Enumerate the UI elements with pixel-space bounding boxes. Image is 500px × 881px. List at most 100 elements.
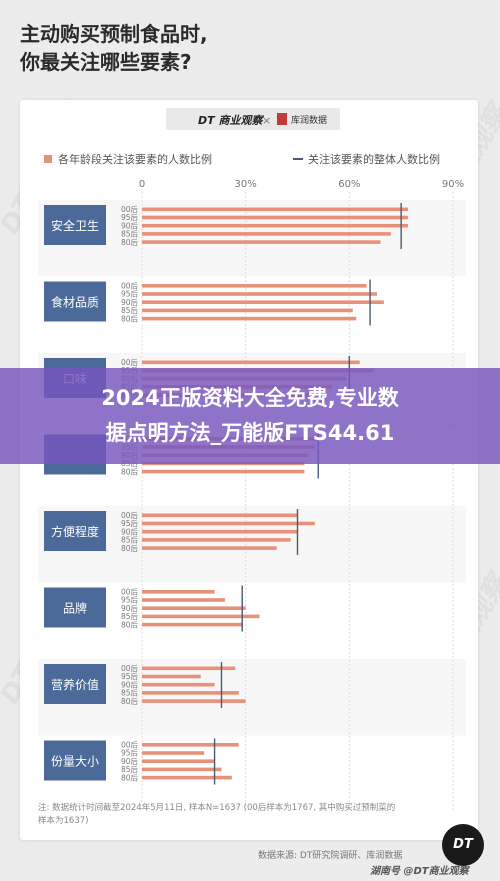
bar <box>142 614 260 619</box>
bar <box>142 622 243 627</box>
age-label: 00后 <box>121 204 139 214</box>
footer-mark: 湖南号 @DT商业观察 <box>370 866 469 877</box>
age-label: 00后 <box>121 587 139 597</box>
bar <box>142 743 239 747</box>
bar <box>142 240 381 244</box>
x-tick-label: 60% <box>338 179 360 190</box>
bar <box>142 590 215 594</box>
bar <box>142 699 246 703</box>
age-label: 85后 <box>121 611 139 621</box>
bar <box>142 292 377 296</box>
age-label: 95后 <box>121 671 139 681</box>
age-label: 85后 <box>121 764 139 774</box>
bar <box>142 682 215 687</box>
age-label: 85后 <box>121 305 139 315</box>
x-tick-label: 90% <box>442 179 464 190</box>
group-band <box>38 506 466 583</box>
bar <box>142 775 232 780</box>
bar <box>142 691 239 695</box>
x-tick-label: 30% <box>235 179 257 190</box>
bar <box>142 284 367 288</box>
bar <box>142 207 409 212</box>
category-label: 方便程度 <box>51 524 99 539</box>
age-label: 95后 <box>121 212 139 222</box>
x-tick-label: 0 <box>139 179 145 190</box>
legend-bar-label: 各年龄段关注该要素的人数比例 <box>58 152 212 166</box>
age-label: 90后 <box>121 297 139 307</box>
bar <box>142 666 236 671</box>
age-label: 95后 <box>121 518 139 528</box>
age-label: 90后 <box>121 220 139 230</box>
bar <box>142 469 305 474</box>
age-label: 80后 <box>121 543 139 553</box>
bar <box>142 674 201 679</box>
note-line-2: 样本为1637) <box>38 815 88 826</box>
bar <box>142 606 246 610</box>
age-label: 90后 <box>121 526 139 536</box>
legend-bar-swatch-icon <box>44 155 52 163</box>
brand-right-logo-icon <box>277 113 287 125</box>
age-label: 00后 <box>121 281 139 291</box>
footer-source: 数据来源: DT研究院调研、库润数据 <box>258 851 403 861</box>
category-label: 品牌 <box>63 602 87 616</box>
bar <box>142 598 225 602</box>
bar <box>142 529 298 534</box>
category-label-box <box>44 587 106 628</box>
legend-line-label: 关注该要素的整体人数比例 <box>308 152 440 166</box>
bar <box>142 538 291 542</box>
category-label: 安全卫生 <box>51 218 99 233</box>
bar <box>142 521 315 526</box>
bar <box>142 546 277 550</box>
age-label: 90后 <box>121 679 139 689</box>
brand-right: 库润数据 <box>291 114 327 126</box>
age-label: 00后 <box>121 510 139 520</box>
brand-strip <box>166 108 340 130</box>
age-label: 80后 <box>121 237 139 247</box>
age-label: 85后 <box>121 688 139 698</box>
age-label: 00后 <box>121 663 139 673</box>
category-label: 食材品质 <box>51 295 99 310</box>
bar <box>142 215 409 220</box>
group-band <box>38 200 466 277</box>
group-band <box>38 659 466 736</box>
page-title: 主动购买预制食品时, 你最关注哪些要素? <box>20 20 460 76</box>
bar <box>142 232 391 236</box>
age-label: 80后 <box>121 619 139 629</box>
age-label: 80后 <box>121 466 139 476</box>
brand-separator: × <box>262 114 271 127</box>
category-label-box <box>44 281 106 322</box>
bar <box>142 513 298 518</box>
category-label: 营养价值 <box>51 677 99 692</box>
dt-badge-icon: DT <box>442 824 484 866</box>
chart: DT 商业观察 × 库润数据 各年龄段关注该要素的人数比例 关注该要素的整体人数… <box>38 108 466 826</box>
note-line-1: 注: 数据统计时间截至2024年5月11日, 样本N=1637 (00后样本为1… <box>38 802 395 813</box>
age-label: 00后 <box>121 357 139 367</box>
chart-plot: 0 30% 60% 90%安全卫生00后95后90后85后80后食材品质00后95后9… <box>38 179 466 812</box>
brand-left: DT 商业观察 <box>198 114 264 127</box>
age-label: 85后 <box>121 535 139 545</box>
age-label: 80后 <box>121 313 139 323</box>
chart-card: DT 商业观察 × 库润数据 各年龄段关注该要素的人数比例 关注该要素的整体人数… <box>20 100 478 840</box>
bar <box>142 300 384 304</box>
bar <box>142 767 222 772</box>
bar <box>142 223 409 228</box>
bar <box>142 316 357 321</box>
bar <box>142 751 205 755</box>
page-title-line-1: 主动购买预制食品时, <box>20 22 208 46</box>
category-label-box <box>44 740 106 781</box>
age-label: 85后 <box>121 229 139 239</box>
category-label: 份量大小 <box>51 755 99 769</box>
category-label-box <box>44 664 106 704</box>
category-label-box <box>44 205 106 245</box>
page-title-line-2: 你最关注哪些要素? <box>20 50 192 74</box>
age-label: 95后 <box>121 289 139 299</box>
age-label: 95后 <box>121 748 139 758</box>
bar <box>142 759 215 763</box>
age-label: 95后 <box>121 595 139 605</box>
age-label: 90后 <box>121 603 139 613</box>
age-label: 00后 <box>121 740 139 750</box>
age-label: 80后 <box>121 696 139 706</box>
overlay-banner: 2024正版资料大全免费,专业数 据点明方法_万能版FTS44.61 <box>0 368 500 464</box>
category-label-box <box>44 511 106 551</box>
overlay-line-2: 据点明方法_万能版FTS44.61 <box>105 421 395 445</box>
